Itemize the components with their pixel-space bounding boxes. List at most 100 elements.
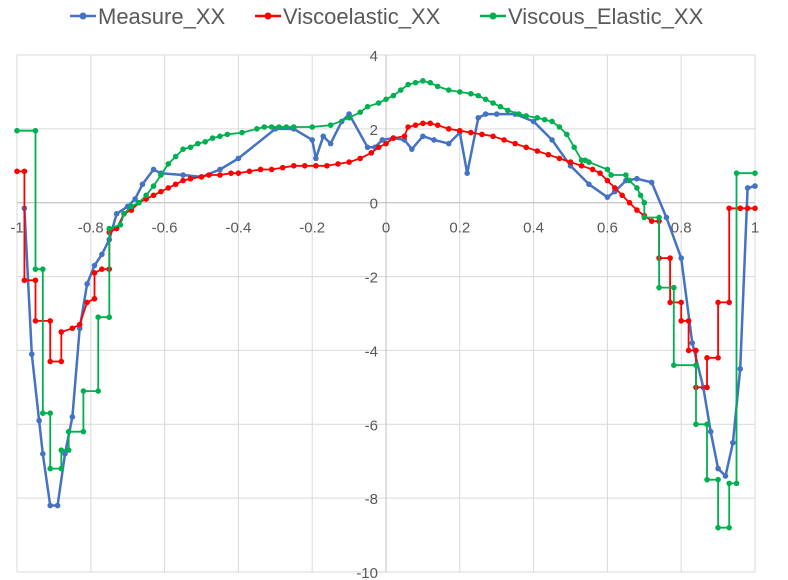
data-point [733, 480, 740, 487]
data-point [268, 124, 275, 130]
data-point [685, 318, 692, 324]
x-tick-label: -0.6 [152, 220, 178, 237]
data-point [69, 325, 76, 332]
data-point [217, 172, 223, 178]
data-point [313, 162, 319, 169]
y-tick-label: -10 [356, 565, 378, 580]
data-point [309, 124, 316, 130]
data-point [475, 114, 482, 121]
series-2 [14, 120, 758, 391]
data-point [737, 366, 744, 372]
data-point [209, 135, 216, 141]
series-1 [21, 111, 758, 509]
series-3 [14, 78, 758, 531]
data-point [556, 155, 563, 162]
data-point [578, 162, 585, 169]
series-group [14, 78, 758, 531]
data-point [726, 480, 732, 487]
series-line [23, 112, 756, 507]
data-point [47, 502, 54, 509]
tick-labels: -1 -0.8 -0.6 -0.4 -0.2 0 0.2 0.4 0.6 0.8 1 4 2 0 -2 -4 -… [10, 48, 759, 580]
legend: Measure_XX Viscoelastic_XX Viscous_Elastic… [70, 4, 704, 29]
data-point [84, 281, 90, 287]
data-point [704, 421, 710, 428]
data-point [516, 111, 522, 117]
data-point [302, 162, 308, 169]
legend-entry: Viscous_Elastic_XX [480, 4, 704, 29]
data-point [128, 203, 135, 210]
data-point [390, 92, 397, 99]
data-point [239, 129, 245, 136]
data-point [180, 146, 186, 152]
data-point [202, 138, 208, 145]
data-point [541, 116, 548, 123]
data-point [40, 451, 46, 457]
data-point [549, 137, 555, 143]
data-point [172, 181, 179, 188]
data-point [434, 122, 441, 128]
data-point [468, 90, 474, 97]
data-point [327, 140, 334, 147]
data-point [608, 172, 614, 178]
legend-label: Viscous_Elastic_XX [508, 4, 704, 29]
data-point [420, 133, 426, 140]
data-point [36, 417, 42, 424]
data-point [40, 410, 46, 417]
legend-entry: Measure_XX [70, 4, 226, 29]
data-point [390, 135, 397, 141]
x-tick-label: 0 [382, 220, 390, 237]
data-point [523, 144, 530, 151]
x-tick-label: 0.4 [523, 220, 544, 237]
data-point [58, 447, 65, 453]
data-point [556, 124, 563, 130]
data-point [490, 100, 496, 106]
data-point [726, 299, 732, 306]
data-point [704, 476, 710, 483]
data-point [261, 124, 268, 130]
data-point [678, 318, 684, 324]
data-point [641, 214, 648, 221]
x-tick-label: -1 [10, 220, 23, 237]
data-point [106, 314, 113, 320]
data-point [678, 299, 684, 306]
data-point [457, 89, 463, 95]
data-point [427, 120, 434, 127]
data-point [309, 137, 316, 143]
data-point [32, 318, 39, 324]
legend-label: Viscoelastic_XX [283, 4, 441, 29]
data-point [346, 159, 352, 165]
x-tick-label: 0.2 [449, 220, 470, 237]
data-point [626, 177, 633, 184]
data-point [357, 109, 363, 116]
data-point [357, 155, 363, 162]
data-point [685, 347, 692, 354]
data-point [604, 177, 611, 184]
data-point [335, 161, 341, 167]
data-point [737, 205, 744, 212]
legend-label: Measure_XX [98, 4, 226, 29]
data-point [283, 124, 290, 130]
data-point [667, 299, 673, 306]
data-point [752, 183, 758, 189]
data-point [47, 410, 54, 417]
data-point [534, 114, 541, 121]
data-point [65, 428, 72, 435]
data-point [228, 170, 234, 176]
data-point [32, 127, 39, 134]
data-point [704, 384, 710, 391]
data-point [150, 166, 157, 173]
data-point [482, 111, 489, 117]
data-point [368, 150, 375, 156]
data-point [693, 347, 699, 354]
data-point [648, 218, 655, 224]
x-tick-label: 0.8 [671, 220, 692, 237]
data-point [198, 174, 205, 180]
data-point [501, 137, 507, 143]
data-point [397, 87, 404, 93]
data-point [80, 428, 87, 435]
data-point [217, 166, 223, 173]
data-point [91, 262, 98, 269]
data-point [715, 476, 721, 483]
data-point [545, 151, 552, 158]
data-point [95, 314, 101, 320]
